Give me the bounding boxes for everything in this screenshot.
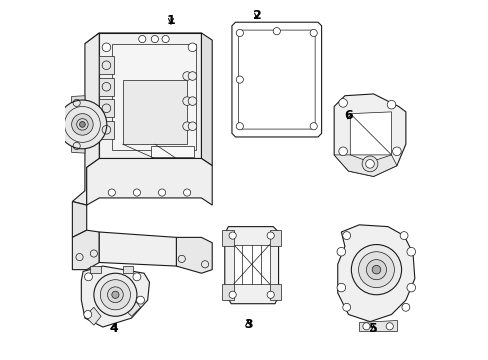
Circle shape [112,291,119,298]
Circle shape [336,247,345,256]
Circle shape [84,273,92,281]
Polygon shape [99,78,113,96]
Text: 6: 6 [344,109,352,122]
Polygon shape [176,237,212,273]
Polygon shape [122,266,133,273]
Polygon shape [222,284,233,300]
Polygon shape [201,33,212,166]
Polygon shape [122,80,187,144]
Polygon shape [124,298,140,316]
Circle shape [133,273,141,281]
Polygon shape [333,155,396,176]
Polygon shape [72,33,99,205]
Circle shape [108,189,115,196]
Circle shape [309,30,317,37]
Circle shape [107,287,123,303]
Text: 5: 5 [368,322,377,335]
Circle shape [183,122,191,131]
Circle shape [72,114,93,135]
Circle shape [399,231,407,239]
Circle shape [309,123,317,130]
Circle shape [362,156,377,172]
Circle shape [338,147,346,156]
Text: 4: 4 [109,322,118,335]
Circle shape [188,43,196,51]
Polygon shape [222,230,233,246]
Circle shape [183,189,190,196]
Circle shape [236,30,243,37]
Polygon shape [72,139,85,153]
Circle shape [162,36,169,42]
Circle shape [102,43,110,51]
Polygon shape [99,33,201,158]
Polygon shape [90,266,101,273]
Polygon shape [72,230,99,270]
Text: 2: 2 [252,9,261,22]
Circle shape [188,97,196,105]
Circle shape [266,232,274,239]
Polygon shape [99,99,113,117]
Polygon shape [99,56,113,74]
Polygon shape [349,112,391,155]
Circle shape [366,260,386,280]
Circle shape [151,36,158,42]
Circle shape [188,122,196,131]
Circle shape [158,189,165,196]
Circle shape [386,323,392,330]
Circle shape [386,100,395,109]
Circle shape [342,303,350,311]
Circle shape [273,28,280,35]
Circle shape [371,265,380,274]
Polygon shape [81,266,149,327]
Circle shape [188,72,196,80]
Circle shape [183,72,191,80]
Circle shape [228,291,236,298]
Polygon shape [72,202,86,237]
Polygon shape [128,37,176,43]
Polygon shape [86,158,212,205]
Polygon shape [72,96,85,110]
Circle shape [401,303,409,311]
Circle shape [183,97,191,105]
Polygon shape [99,121,113,139]
Polygon shape [269,284,281,300]
Circle shape [228,232,236,239]
Polygon shape [333,94,405,176]
Circle shape [358,252,394,288]
Circle shape [236,123,243,130]
Polygon shape [231,22,321,137]
Circle shape [133,189,140,196]
Circle shape [136,296,144,304]
Polygon shape [85,33,201,44]
Circle shape [406,283,415,292]
Circle shape [338,99,346,107]
Circle shape [139,36,145,42]
Circle shape [236,76,243,83]
Circle shape [94,273,137,316]
Circle shape [336,283,345,292]
Circle shape [100,280,130,310]
Polygon shape [269,230,281,246]
Polygon shape [85,307,101,325]
Circle shape [406,247,415,256]
Polygon shape [337,225,414,321]
Polygon shape [112,44,196,149]
Circle shape [362,323,369,330]
Circle shape [266,291,274,298]
Text: 1: 1 [166,14,175,27]
Polygon shape [233,244,269,284]
Polygon shape [151,146,194,157]
Circle shape [58,100,106,149]
Polygon shape [224,226,278,304]
Polygon shape [99,232,176,266]
Circle shape [342,231,350,239]
Polygon shape [359,320,396,330]
Circle shape [83,311,92,319]
Text: 3: 3 [244,318,252,331]
Circle shape [365,159,373,168]
Circle shape [351,244,401,295]
Circle shape [392,147,400,156]
Circle shape [80,122,85,127]
